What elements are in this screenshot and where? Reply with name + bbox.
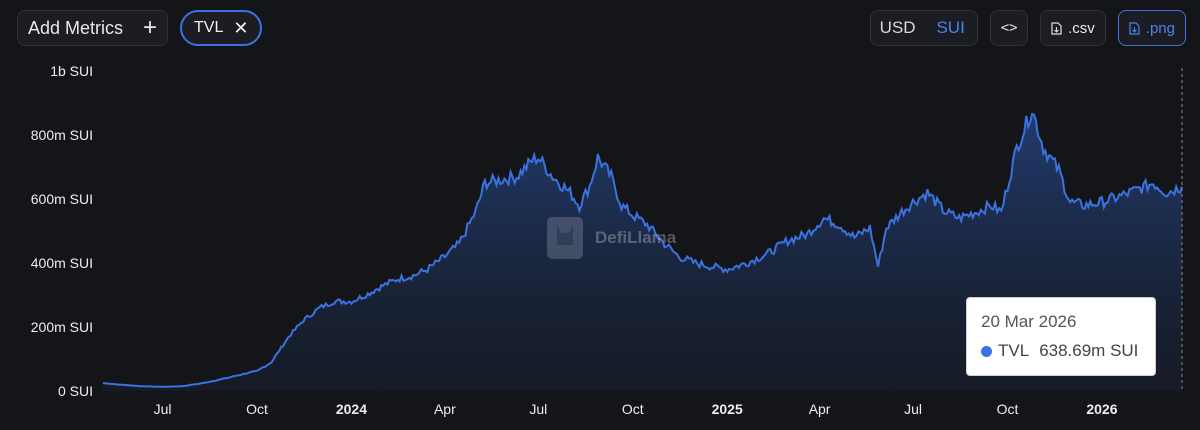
download-png-button[interactable]: .png bbox=[1117, 10, 1186, 46]
tooltip-value: 638.69m SUI bbox=[1039, 341, 1139, 360]
x-tick-label: Jul bbox=[904, 401, 922, 417]
code-icon: <> bbox=[1000, 20, 1018, 36]
x-tick-label: 2026 bbox=[1086, 401, 1117, 417]
x-tick-label: Oct bbox=[622, 401, 644, 417]
currency-option-usd[interactable]: USD bbox=[879, 18, 916, 37]
watermark: DefiLlama bbox=[543, 213, 676, 263]
embed-button[interactable]: <> bbox=[990, 10, 1029, 46]
watermark-text: DefiLlama bbox=[595, 228, 677, 247]
currency-toggle[interactable]: USD SUI bbox=[870, 10, 979, 46]
series-dot-icon bbox=[981, 345, 992, 357]
x-tick-label: 2025 bbox=[712, 401, 743, 417]
toolbar-right: USD SUI <> .csv .png bbox=[870, 10, 1186, 46]
tooltip-series: TVL bbox=[998, 341, 1030, 360]
png-label: .png bbox=[1145, 19, 1175, 37]
x-tick-label: Jul bbox=[529, 401, 547, 417]
tooltip-date: 20 Mar 2026 bbox=[981, 312, 1077, 331]
metric-chip-label: TVL bbox=[194, 19, 224, 36]
y-tick-label: 1b SUI bbox=[50, 63, 93, 79]
y-axis: 0 SUI 200m SUI 400m SUI 600m SUI 800m SUI 1b … bbox=[31, 63, 93, 399]
x-tick-label: Apr bbox=[434, 401, 456, 417]
add-metrics-label: Add Metrics bbox=[28, 17, 124, 38]
download-file-icon bbox=[1051, 21, 1062, 35]
tooltip-row: TVL 638.69m SUI bbox=[981, 341, 1143, 361]
x-tick-label: Apr bbox=[809, 401, 831, 417]
add-metrics-button[interactable]: Add Metrics + bbox=[17, 10, 168, 46]
csv-label: .csv bbox=[1068, 19, 1095, 37]
metric-chip-tvl[interactable]: TVL ✕ bbox=[180, 10, 263, 46]
chart-tooltip: 20 Mar 2026 TVL 638.69m SUI bbox=[966, 297, 1156, 376]
x-tick-label: 2024 bbox=[336, 401, 367, 417]
tvl-area bbox=[103, 114, 1182, 391]
plus-icon: + bbox=[142, 14, 157, 41]
y-tick-label: 600m SUI bbox=[31, 191, 93, 207]
close-icon[interactable]: ✕ bbox=[233, 18, 249, 38]
x-axis: Jul Oct 2024 Apr Jul Oct 2025 Apr Jul Oct 2026 bbox=[154, 401, 1118, 417]
toolbar-left: Add Metrics + TVL ✕ bbox=[17, 10, 263, 46]
y-tick-label: 200m SUI bbox=[31, 319, 93, 335]
download-csv-button[interactable]: .csv bbox=[1040, 10, 1106, 46]
x-tick-label: Oct bbox=[997, 401, 1019, 417]
y-tick-label: 0 SUI bbox=[58, 383, 93, 399]
y-tick-label: 800m SUI bbox=[31, 127, 93, 143]
y-tick-label: 400m SUI bbox=[31, 255, 93, 271]
tvl-line bbox=[102, 112, 1183, 388]
download-file-icon bbox=[1129, 21, 1140, 35]
x-tick-label: Jul bbox=[154, 401, 172, 417]
currency-option-sui[interactable]: SUI bbox=[936, 18, 965, 37]
x-tick-label: Oct bbox=[246, 401, 268, 417]
llama-logo-icon bbox=[547, 217, 583, 259]
